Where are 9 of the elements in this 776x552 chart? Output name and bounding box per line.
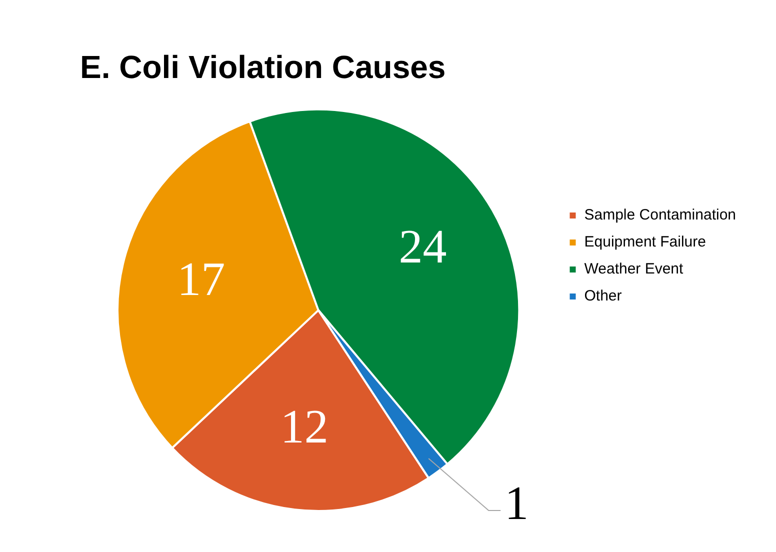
- legend-label: Equipment Failure: [584, 234, 706, 251]
- data-label: 1: [504, 477, 529, 530]
- data-label: 12: [280, 400, 328, 454]
- chart-title: E. Coli Violation Causes: [80, 49, 446, 86]
- legend-label: Weather Event: [584, 260, 684, 278]
- legend-label: Other: [584, 288, 622, 305]
- data-label: 24: [398, 220, 447, 274]
- data-label: 17: [177, 252, 226, 306]
- legend-label: Sample Contamination: [584, 206, 736, 224]
